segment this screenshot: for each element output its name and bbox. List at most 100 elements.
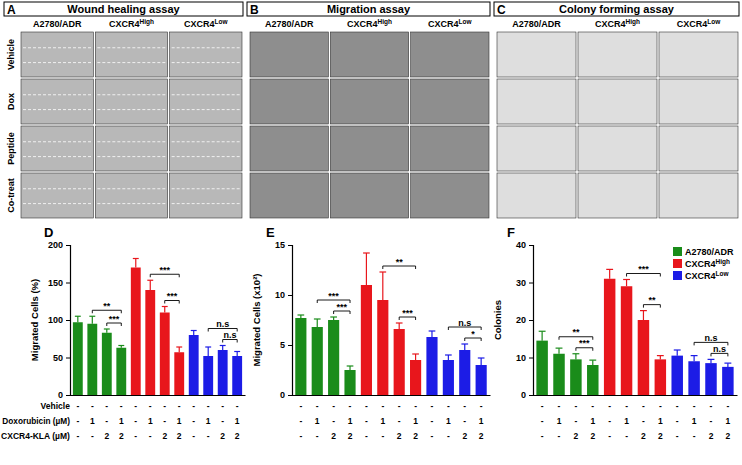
image-cell [250, 126, 328, 171]
error-bar [708, 359, 715, 363]
wound-edge [23, 47, 91, 48]
tick: 50 [53, 353, 70, 363]
error-bar [724, 363, 731, 367]
text-part: CXCR4 [685, 271, 716, 281]
error-stem [179, 347, 180, 352]
image-cell [330, 126, 408, 171]
table-cell: - [414, 401, 417, 411]
table-cell: 1 [658, 416, 663, 426]
wound-edge [172, 62, 240, 63]
wound-edge [23, 109, 91, 110]
wound-edge [172, 94, 240, 95]
image-panel: AWound healing assayA2780/ADRCXCR4HighCX… [4, 2, 243, 218]
tick-mark [288, 245, 292, 246]
plot-marks [295, 253, 486, 395]
error-cap [429, 330, 436, 331]
error-cap [674, 349, 681, 350]
tick-mark [66, 358, 70, 359]
image-cell [170, 173, 242, 218]
bar [638, 320, 649, 395]
column-label: CXCR4Low [677, 18, 721, 29]
significance-label: *** [159, 265, 170, 275]
tick-mark [529, 320, 533, 321]
error-stem [164, 307, 165, 313]
axis-line [71, 395, 246, 396]
tick: 15 [275, 240, 292, 250]
tick-mark [288, 345, 292, 346]
image-cell [578, 173, 657, 218]
table-row-label: Vehicle [41, 401, 71, 411]
bar [312, 327, 323, 395]
error-bar [539, 331, 546, 340]
panel-letter: F [507, 225, 515, 240]
significance-label: ** [572, 327, 580, 337]
image-cell [330, 173, 408, 218]
tick-label: 10 [275, 290, 285, 300]
error-bar [589, 360, 596, 365]
superscript: Low [215, 18, 229, 25]
table-cell: - [381, 431, 384, 441]
error-cap [220, 345, 226, 346]
table-cell: - [398, 416, 401, 426]
image-cell [21, 32, 93, 77]
wound-edge [97, 62, 165, 63]
tick-mark [66, 283, 70, 284]
significance-label: ** [396, 257, 404, 267]
error-bar [412, 354, 419, 360]
axis-line [66, 246, 71, 396]
error-stem [481, 358, 482, 365]
image-cell [497, 32, 576, 77]
significance-label: n.s [713, 344, 726, 354]
error-cap [75, 316, 81, 317]
table-cell: - [134, 416, 137, 426]
error-cap [396, 322, 403, 323]
table-cell: - [91, 401, 94, 411]
plot-marks [73, 259, 242, 396]
tick-mark [529, 395, 533, 396]
bar [476, 365, 487, 395]
table-cell: - [659, 401, 662, 411]
panel-letter: A [7, 3, 16, 17]
table-cell: 1 [119, 416, 124, 426]
wound-edge [97, 141, 165, 142]
error-stem [643, 311, 644, 320]
table-cell: - [149, 401, 152, 411]
tick-label: 20 [516, 315, 526, 325]
table-cell: - [574, 416, 577, 426]
wound-edge [23, 203, 91, 204]
error-cap [104, 328, 110, 329]
image-cell [578, 79, 657, 124]
significance-label: *** [337, 302, 348, 312]
error-bar [220, 346, 226, 351]
image-cell [21, 126, 93, 171]
error-stem [317, 319, 318, 327]
error-cap [147, 280, 153, 281]
table-cell: - [163, 401, 166, 411]
wound-edge [23, 156, 91, 157]
tick-label: 15 [275, 240, 285, 250]
bar [655, 359, 666, 395]
wound-edge [172, 188, 240, 189]
error-bar [234, 352, 240, 357]
wound-edge [23, 94, 91, 95]
error-bar [205, 347, 211, 356]
image-cell [95, 79, 167, 124]
table-cell: - [91, 431, 94, 441]
table-cell: - [676, 416, 679, 426]
tick: 0 [280, 390, 292, 400]
axis-line [293, 395, 491, 396]
error-bar [162, 307, 168, 313]
wound-edge [97, 47, 165, 48]
table-cell: - [558, 431, 561, 441]
bar [410, 360, 421, 395]
chart: D050100150200Migrated Cells (%)*********… [1, 225, 245, 441]
image-cell [578, 32, 657, 77]
bar [377, 300, 388, 395]
tick-label: 150 [48, 278, 63, 288]
error-stem [382, 272, 383, 300]
tick-label: 0 [280, 390, 285, 400]
image-cell [659, 173, 738, 218]
table-cell: - [642, 416, 645, 426]
wound-edge [97, 156, 165, 157]
error-cap [691, 355, 698, 356]
